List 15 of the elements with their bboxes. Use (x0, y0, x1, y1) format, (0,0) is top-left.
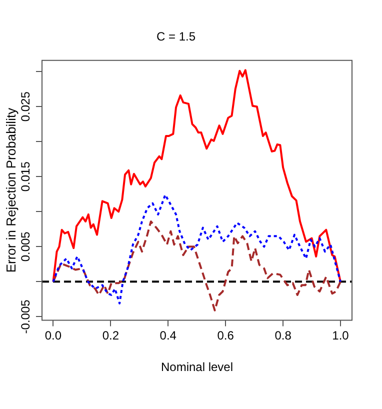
y-tick-label: 0.025 (18, 91, 32, 122)
x-tick-label: 0.6 (217, 328, 234, 343)
y-tick-label: 0.015 (18, 161, 32, 192)
x-tick-label: 0.2 (102, 328, 120, 343)
x-tick-label: 1.0 (332, 328, 350, 343)
y-tick-label: 0.005 (18, 231, 32, 262)
x-tick-label: 0.4 (160, 328, 177, 343)
x-tick-label: 0.0 (44, 328, 62, 343)
x-tick-label: 0.8 (274, 328, 292, 343)
x-axis-title: Nominal level (160, 360, 234, 374)
line-series (52, 220, 342, 312)
line-series (52, 194, 342, 304)
y-tick-label: -0.005 (18, 299, 32, 334)
chart-title: C = 1.5 (156, 30, 196, 44)
y-axis-title: Error in Rejection Probability (3, 107, 18, 273)
